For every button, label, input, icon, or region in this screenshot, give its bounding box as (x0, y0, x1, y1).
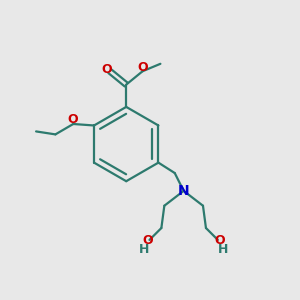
Text: O: O (67, 113, 78, 126)
Text: H: H (139, 243, 149, 256)
Text: O: O (214, 234, 225, 247)
Text: H: H (218, 243, 228, 256)
Text: O: O (137, 61, 148, 74)
Text: N: N (178, 184, 190, 198)
Text: O: O (143, 234, 153, 247)
Text: O: O (101, 63, 112, 76)
